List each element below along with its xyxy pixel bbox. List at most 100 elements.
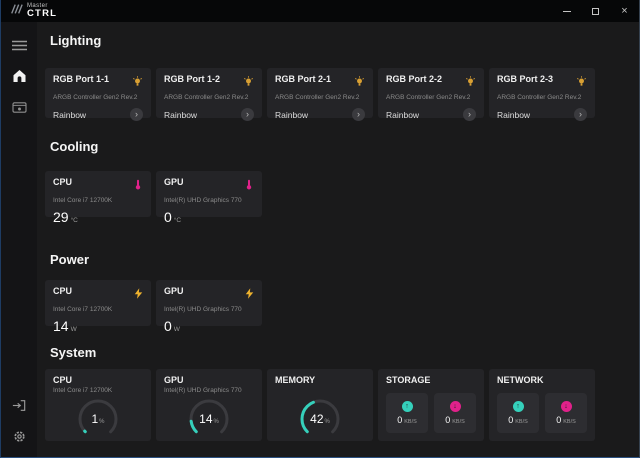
- lighting-card[interactable]: RGB Port 1-2 ARGB Controller Gen2 Rev.2 …: [156, 68, 262, 121]
- usage-unit: %: [324, 419, 330, 425]
- device-name: Intel Core i7 12700K: [53, 306, 113, 313]
- arrow-circle-icon: ↑: [512, 401, 524, 412]
- section-title-cooling: Cooling: [50, 139, 99, 154]
- arrow-circle-icon: ↓: [449, 401, 461, 412]
- thermometer-icon: [133, 177, 143, 195]
- controller-name: ARGB Controller Gen2 Rev.2: [164, 94, 249, 101]
- temperature-card: CPU Intel Core i7 12700K 29 °C: [45, 171, 151, 225]
- lightbulb-icon[interactable]: [576, 74, 587, 92]
- io-tile: ↓ 0 KB/S: [545, 393, 587, 433]
- device-name: Intel(R) UHD Graphics 770: [164, 197, 242, 204]
- chevron-right-icon[interactable]: ›: [352, 108, 365, 121]
- device-name: Intel Core i7 12700K: [53, 197, 113, 204]
- io-speed-unit: KB/S: [452, 419, 465, 425]
- system-gauge-card: GPU Intel(R) UHD Graphics 770 14 %: [156, 369, 262, 441]
- home-icon[interactable]: [8, 65, 30, 87]
- chevron-right-icon[interactable]: ›: [130, 108, 143, 121]
- temperature-unit: °C: [173, 217, 182, 224]
- lighting-mode-label: Rainbow: [497, 109, 531, 120]
- system-cards-row: CPU Intel Core i7 12700K 1 %: [45, 369, 639, 441]
- chevron-right-icon[interactable]: ›: [241, 108, 254, 121]
- brand-stripes-icon: [10, 2, 23, 20]
- usage-value: 42: [310, 412, 324, 426]
- lightbulb-icon[interactable]: [243, 74, 254, 92]
- section-title-system: System: [50, 345, 97, 360]
- device-title: GPU: [164, 375, 184, 385]
- io-speed-value: 0: [508, 415, 514, 425]
- io-tile: ↑ 0 KB/S: [386, 393, 428, 433]
- usage-value: 1: [91, 412, 99, 426]
- lightbulb-icon[interactable]: [354, 74, 365, 92]
- device-title: MEMORY: [275, 375, 316, 385]
- temperature-unit: °C: [70, 217, 78, 224]
- minimize-button[interactable]: [552, 0, 581, 22]
- device-title: GPU: [164, 286, 184, 296]
- sidebar: [1, 22, 37, 457]
- chevron-right-icon[interactable]: ›: [463, 108, 476, 121]
- usage-gauge: 1 %: [76, 397, 120, 441]
- device-title: CPU: [53, 177, 73, 187]
- usage-unit: %: [99, 419, 105, 425]
- minimize-icon: [562, 10, 571, 12]
- power-card: CPU Intel Core i7 12700K 14 W: [45, 280, 151, 334]
- lightbulb-icon[interactable]: [132, 74, 143, 92]
- io-tiles: ↑ 0 KB/S ↓ 0 KB/S: [497, 393, 587, 433]
- main-content: Lighting RGB Port 1-1 ARGB Controller Ge…: [37, 22, 639, 457]
- controller-name: ARGB Controller Gen2 Rev.2: [53, 94, 138, 101]
- lighting-card[interactable]: RGB Port 2-1 ARGB Controller Gen2 Rev.2 …: [267, 68, 373, 121]
- controller-name: ARGB Controller Gen2 Rev.2: [386, 94, 471, 101]
- lightning-bolt-icon: [134, 286, 143, 304]
- lightbulb-icon[interactable]: [465, 74, 476, 92]
- temperature-value: 0: [164, 209, 172, 225]
- lighting-card[interactable]: RGB Port 2-2 ARGB Controller Gen2 Rev.2 …: [378, 68, 484, 121]
- io-speed-unit: KB/S: [515, 419, 528, 425]
- device-title: GPU: [164, 177, 184, 187]
- power-card: GPU Intel(R) UHD Graphics 770 0 W: [156, 280, 262, 334]
- usage-gauge: 14 %: [187, 397, 231, 441]
- power-unit: W: [70, 326, 77, 333]
- brand-name-top: Master: [27, 3, 48, 10]
- lighting-port-title: RGB Port 2-1: [275, 74, 332, 84]
- io-speed-value: 0: [397, 415, 403, 425]
- io-title: NETWORK: [497, 375, 544, 385]
- device-name: Intel(R) UHD Graphics 770: [164, 306, 242, 313]
- close-icon: ×: [621, 4, 628, 17]
- arrow-circle-icon: ↓: [560, 401, 572, 412]
- io-tile: ↓ 0 KB/S: [434, 393, 476, 433]
- controller-name: ARGB Controller Gen2 Rev.2: [497, 94, 582, 101]
- usage-unit: %: [213, 419, 219, 425]
- close-button[interactable]: ×: [610, 0, 639, 22]
- io-speed-value: 0: [556, 415, 562, 425]
- lighting-mode-label: Rainbow: [275, 109, 309, 120]
- temperature-card: GPU Intel(R) UHD Graphics 770 0 °C: [156, 171, 262, 225]
- io-card: NETWORK ↑ 0 KB/S: [489, 369, 595, 441]
- sign-in-icon[interactable]: [8, 394, 30, 416]
- lighting-port-title: RGB Port 2-2: [386, 74, 443, 84]
- menu-icon[interactable]: [8, 34, 30, 56]
- lighting-mode-label: Rainbow: [53, 109, 87, 120]
- arrow-circle-icon: ↑: [401, 401, 413, 412]
- io-tiles: ↑ 0 KB/S ↓ 0 KB/S: [386, 393, 476, 433]
- io-card: STORAGE ↑ 0 KB/S: [378, 369, 484, 441]
- chevron-right-icon[interactable]: ›: [574, 108, 587, 121]
- lighting-card[interactable]: RGB Port 2-3 ARGB Controller Gen2 Rev.2 …: [489, 68, 595, 121]
- system-gauge-card: CPU Intel Core i7 12700K 1 %: [45, 369, 151, 441]
- lighting-cards-row: RGB Port 1-1 ARGB Controller Gen2 Rev.2 …: [45, 68, 639, 121]
- lighting-port-title: RGB Port 2-3: [497, 74, 554, 84]
- io-tile: ↑ 0 KB/S: [497, 393, 539, 433]
- lighting-card[interactable]: RGB Port 1-1 ARGB Controller Gen2 Rev.2 …: [45, 68, 151, 121]
- lightning-bolt-icon: [245, 286, 254, 304]
- maximize-button[interactable]: [581, 0, 610, 22]
- settings-icon[interactable]: [8, 425, 30, 447]
- power-unit: W: [173, 326, 180, 333]
- temperature-value: 29: [53, 209, 69, 225]
- maximize-icon: [592, 7, 599, 15]
- thermometer-icon: [244, 177, 254, 195]
- device-title: CPU: [53, 375, 73, 385]
- usage-gauge: 42 %: [298, 397, 342, 441]
- lighting-port-title: RGB Port 1-2: [164, 74, 221, 84]
- io-speed-unit: KB/S: [404, 419, 417, 425]
- devices-icon[interactable]: [8, 96, 30, 118]
- power-value: 14: [53, 318, 69, 334]
